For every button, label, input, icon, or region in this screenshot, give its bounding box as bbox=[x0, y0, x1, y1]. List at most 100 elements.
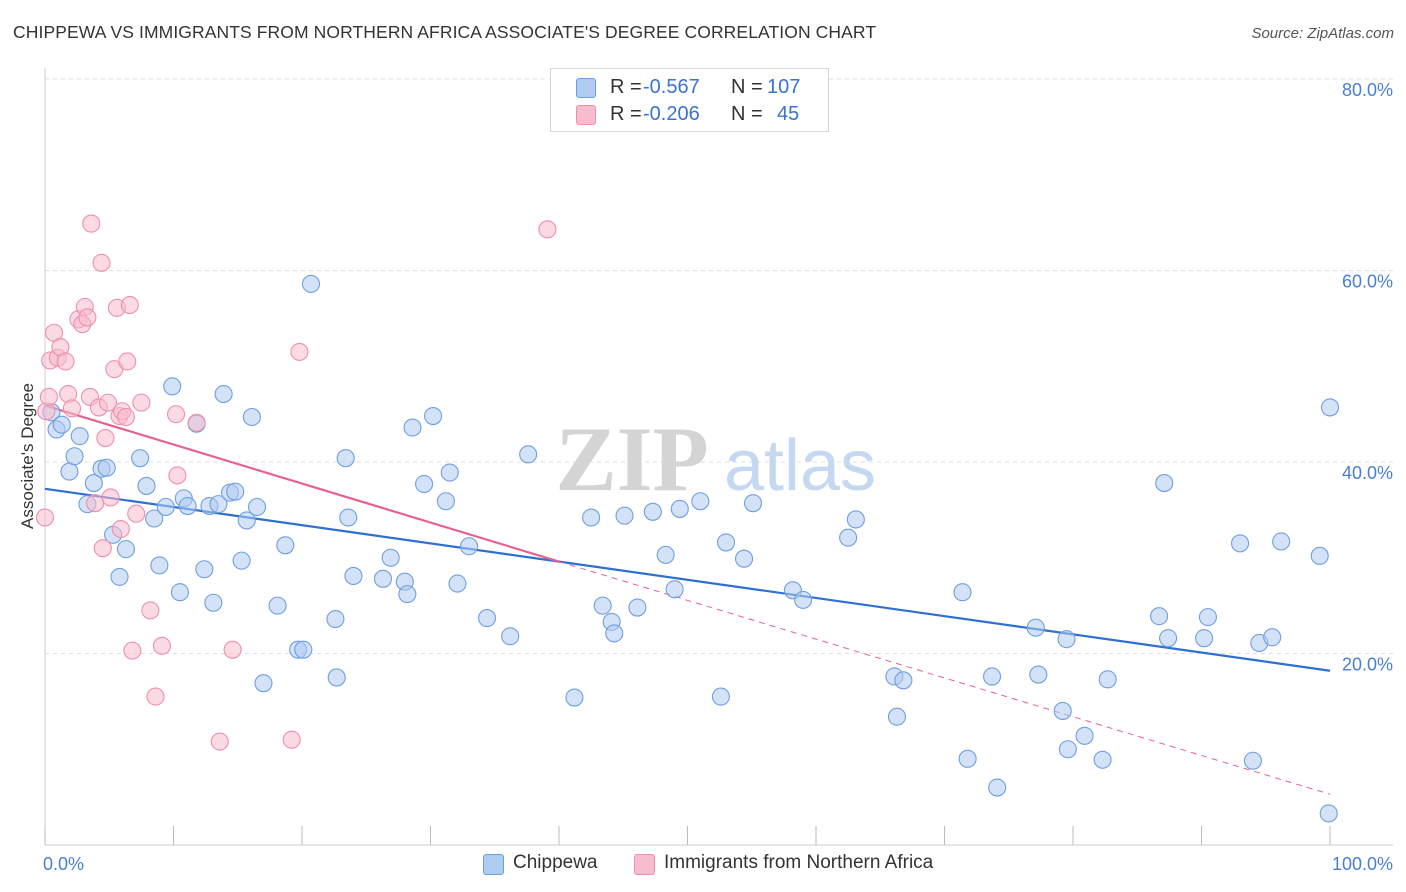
data-point bbox=[643, 502, 662, 521]
data-point bbox=[403, 418, 422, 437]
data-point bbox=[716, 533, 736, 552]
data-point bbox=[131, 449, 150, 468]
data-point bbox=[381, 548, 400, 567]
series-chippewa bbox=[42, 274, 1340, 823]
trendlines bbox=[44, 404, 1331, 795]
data-point bbox=[615, 506, 634, 525]
data-point bbox=[1198, 608, 1217, 627]
data-point bbox=[137, 476, 156, 495]
data-point bbox=[424, 406, 443, 426]
watermark-atlas: atlas bbox=[724, 426, 876, 506]
data-point bbox=[247, 497, 267, 517]
data-point bbox=[242, 407, 261, 427]
data-point bbox=[123, 641, 142, 660]
watermark-zip: ZIP bbox=[555, 408, 708, 510]
data-point bbox=[56, 352, 75, 371]
series-legend: Chippewa Immigrants from Northern Africa bbox=[0, 851, 1406, 877]
data-point bbox=[98, 393, 118, 412]
data-point bbox=[953, 583, 972, 602]
data-point bbox=[1053, 701, 1072, 721]
data-point bbox=[339, 508, 358, 527]
data-point bbox=[214, 384, 233, 404]
legend-label: Chippewa bbox=[513, 852, 598, 873]
data-point bbox=[327, 668, 346, 687]
data-point bbox=[1098, 670, 1117, 689]
data-point bbox=[336, 449, 355, 468]
data-point bbox=[168, 466, 187, 485]
data-point bbox=[226, 482, 245, 501]
data-point bbox=[1058, 740, 1077, 759]
data-point bbox=[448, 574, 467, 593]
watermark: ZIP atlas bbox=[555, 408, 876, 510]
correlation-legend: R = -0.567 N = 107 R = -0.206 N = 45 bbox=[550, 68, 829, 132]
data-point bbox=[1231, 534, 1250, 553]
data-point bbox=[988, 778, 1007, 797]
data-point bbox=[132, 393, 151, 412]
data-point bbox=[593, 596, 612, 615]
y-axis-title: Associate's Degree bbox=[18, 383, 37, 529]
data-point bbox=[96, 429, 115, 448]
data-point bbox=[78, 308, 97, 327]
data-point bbox=[101, 488, 120, 507]
data-point bbox=[276, 536, 295, 555]
data-point bbox=[1195, 629, 1214, 648]
data-point bbox=[62, 399, 82, 418]
data-point bbox=[118, 352, 137, 371]
data-point bbox=[290, 342, 309, 361]
n-label: N = bbox=[731, 103, 763, 125]
data-point bbox=[565, 688, 584, 707]
tick-labels: 20.0% 40.0% 60.0% 80.0% 0.0% 100.0% bbox=[43, 80, 1393, 874]
r-label: R = bbox=[610, 103, 642, 125]
data-point bbox=[691, 492, 710, 511]
chart-source: Source: ZipAtlas.com bbox=[1251, 25, 1394, 42]
immigrants-swatch bbox=[576, 105, 596, 125]
data-point bbox=[1263, 628, 1282, 647]
data-point bbox=[1319, 804, 1338, 823]
data-point bbox=[110, 567, 129, 586]
data-point bbox=[794, 590, 813, 609]
data-point bbox=[373, 569, 393, 588]
data-point bbox=[846, 510, 865, 529]
axes bbox=[44, 68, 1393, 846]
x-tick-label: 100.0% bbox=[1332, 854, 1393, 874]
data-point bbox=[665, 580, 684, 599]
data-point bbox=[398, 585, 417, 604]
chippewa-swatch bbox=[483, 854, 504, 875]
data-point bbox=[1320, 398, 1340, 417]
data-point bbox=[301, 274, 321, 293]
x-tick-label: 0.0% bbox=[43, 854, 84, 874]
data-point bbox=[982, 667, 1002, 686]
data-point bbox=[111, 519, 130, 539]
data-point bbox=[156, 497, 175, 517]
data-point bbox=[97, 458, 116, 477]
data-point bbox=[1155, 474, 1174, 493]
data-point bbox=[477, 609, 497, 628]
r-value: -0.206 bbox=[643, 103, 700, 125]
data-point bbox=[440, 463, 459, 482]
data-point bbox=[150, 556, 169, 575]
trendline-immigrants bbox=[44, 404, 560, 563]
data-point bbox=[1075, 726, 1094, 745]
data-point bbox=[1150, 607, 1169, 626]
data-point bbox=[170, 583, 189, 602]
data-point bbox=[294, 640, 313, 659]
data-point bbox=[415, 474, 434, 494]
chippewa-swatch bbox=[576, 78, 596, 98]
data-point bbox=[82, 214, 101, 233]
data-point bbox=[84, 474, 103, 493]
data-point bbox=[1310, 546, 1329, 565]
chart-title: CHIPPEWA VS IMMIGRANTS FROM NORTHERN AFR… bbox=[13, 22, 877, 42]
data-point bbox=[86, 494, 105, 513]
data-point bbox=[178, 496, 197, 516]
data-point bbox=[210, 732, 229, 751]
data-point bbox=[839, 528, 858, 547]
n-value: 107 bbox=[767, 76, 801, 98]
data-point bbox=[1243, 751, 1262, 770]
data-point bbox=[209, 495, 228, 514]
data-point bbox=[958, 749, 977, 768]
data-point bbox=[70, 427, 89, 446]
data-point bbox=[93, 539, 112, 558]
r-value: -0.567 bbox=[643, 76, 700, 98]
data-point bbox=[195, 560, 214, 579]
